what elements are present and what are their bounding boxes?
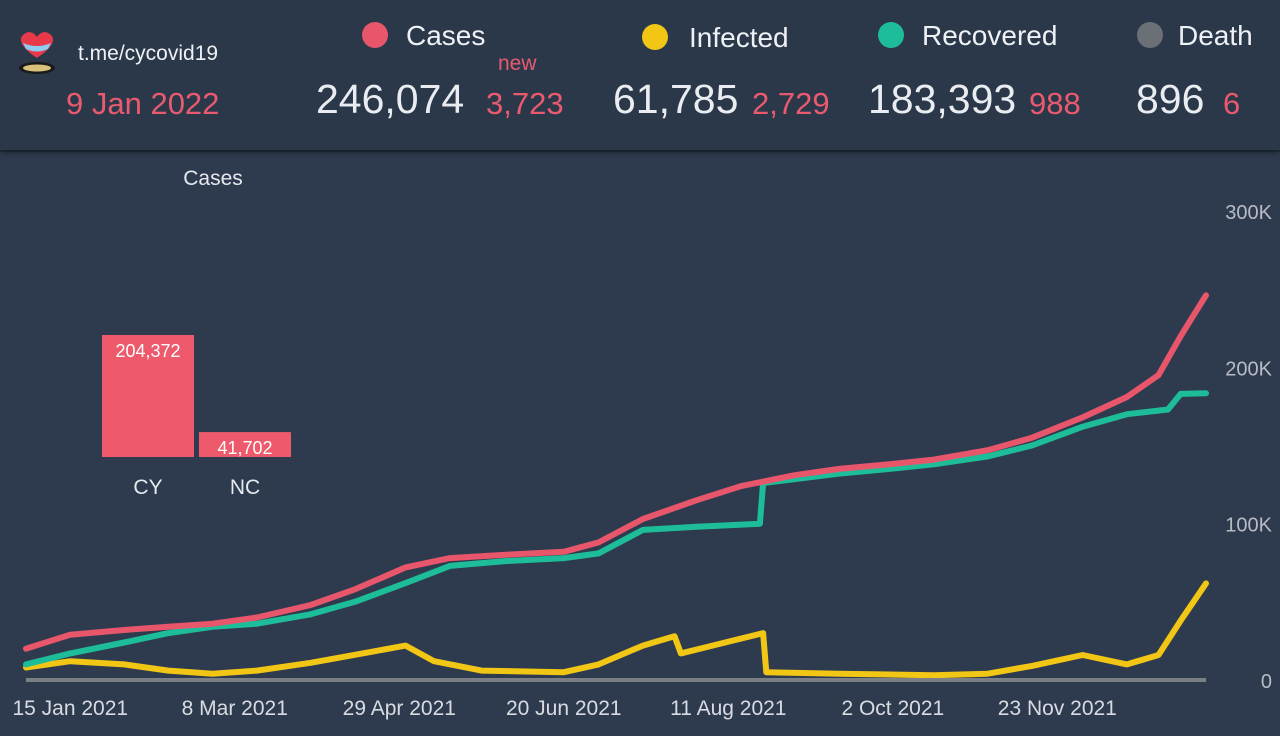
y-tick-label: 300K xyxy=(1225,202,1272,224)
header-divider xyxy=(0,150,1280,152)
region-bar-chart: Cases 204,372 CY 41,702 NC xyxy=(102,167,291,499)
death-label: Death xyxy=(1178,20,1253,51)
bar-value-label: 41,702 xyxy=(217,438,272,458)
x-tick-label: 8 Mar 2021 xyxy=(182,697,288,720)
bar-value-label: 204,372 xyxy=(115,341,180,361)
x-tick-label: 23 Nov 2021 xyxy=(998,697,1117,720)
y-tick-label: 200K xyxy=(1225,358,1272,380)
x-tick-label: 15 Jan 2021 xyxy=(12,697,128,720)
bar-cy xyxy=(102,335,194,457)
series-line-cases xyxy=(23,292,1209,652)
report-date: 9 Jan 2022 xyxy=(66,86,220,121)
y-axis-labels: 0 100K 200K 300K xyxy=(1225,202,1272,693)
infected-label: Infected xyxy=(689,22,789,53)
cases-legend-dot xyxy=(362,22,388,48)
cases-value: 246,074 xyxy=(316,76,465,122)
x-tick-label: 11 Aug 2021 xyxy=(670,697,786,720)
x-tick-label: 2 Oct 2021 xyxy=(841,697,944,720)
new-label: new xyxy=(498,52,537,75)
x-tick-label: 29 Apr 2021 xyxy=(343,697,456,720)
bar-category-label: NC xyxy=(230,476,260,499)
cases-label: Cases xyxy=(406,20,486,51)
cases-delta: 3,723 xyxy=(486,86,564,121)
infected-delta: 2,729 xyxy=(752,86,830,121)
bar-chart-title: Cases xyxy=(183,167,243,190)
death-legend-dot xyxy=(1137,22,1163,48)
series-lines xyxy=(23,292,1209,679)
bar-category-label: CY xyxy=(133,476,162,499)
recovered-value: 183,393 xyxy=(868,76,1017,122)
y-tick-label: 100K xyxy=(1225,515,1272,537)
channel-link[interactable]: t.me/cycovid19 xyxy=(78,42,219,65)
x-tick-label: 20 Jun 2021 xyxy=(506,697,622,720)
death-value: 896 xyxy=(1136,76,1205,122)
x-axis-labels: 15 Jan 2021 8 Mar 2021 29 Apr 2021 20 Jun 2… xyxy=(12,697,1116,720)
series-line-recovered xyxy=(23,390,1209,668)
y-tick-label: 0 xyxy=(1261,671,1272,693)
recovered-legend-dot xyxy=(878,22,904,48)
heart-flag-logo-icon xyxy=(19,32,55,74)
infected-legend-dot xyxy=(642,24,668,50)
stats-header: t.me/cycovid19 9 Jan 2022 Cases new 246,… xyxy=(0,0,1280,150)
death-delta: 6 xyxy=(1223,86,1241,121)
series-line-infected xyxy=(23,580,1209,679)
bar-nc xyxy=(199,432,291,457)
recovered-delta: 988 xyxy=(1029,86,1081,121)
infected-value: 61,785 xyxy=(613,76,739,122)
recovered-label: Recovered xyxy=(922,20,1058,51)
